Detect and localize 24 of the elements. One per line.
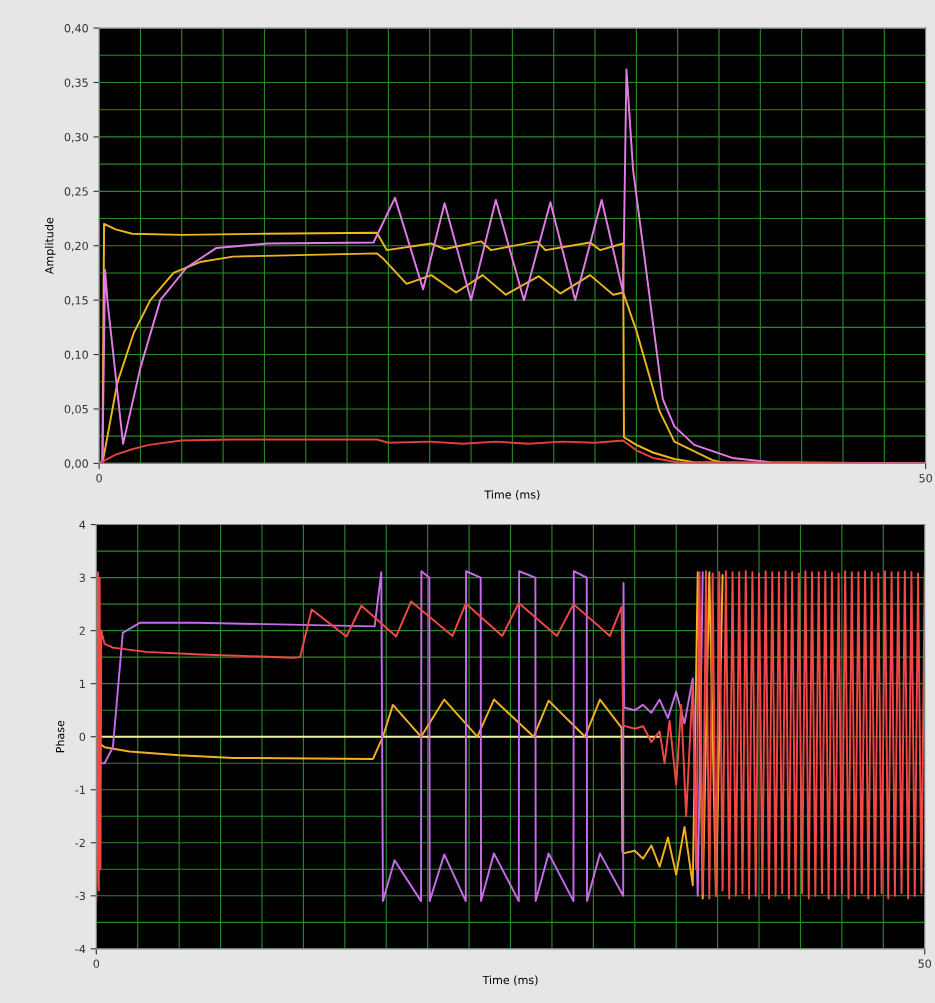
y-axis-title: Phase [55,720,65,753]
y-tick-label: 0,40 [64,24,88,34]
y-tick-label: -3 [75,891,85,901]
y-tick-label: 0,25 [64,187,88,197]
y-tick-label: 0,00 [64,459,88,469]
y-tick-label: 0,15 [64,296,88,306]
y-tick-label: 1 [80,679,85,688]
y-tick-label: 0 [79,732,86,742]
x-tick-label: 50 [918,959,932,968]
y-tick-label: 3 [79,573,85,582]
y-tick-label: -4 [75,944,86,954]
y-tick-label: -2 [75,838,85,847]
y-tick-label: 0,10 [64,350,88,361]
y-tick-label: 4 [79,520,86,529]
x-tick-label: 50 [919,474,932,483]
x-axis-title: Time (ms) [482,975,538,986]
y-tick-label: 0,30 [64,132,88,143]
x-axis-title: Time (ms) [484,490,540,501]
y-tick-label: 0,05 [64,404,88,415]
y-axis-title: Amplitude [44,217,56,275]
y-tick-label: 0,35 [64,78,88,89]
y-tick-label: 2 [79,626,85,635]
y-tick-label: 0,20 [64,241,88,252]
y-tick-label: -1 [75,785,85,794]
